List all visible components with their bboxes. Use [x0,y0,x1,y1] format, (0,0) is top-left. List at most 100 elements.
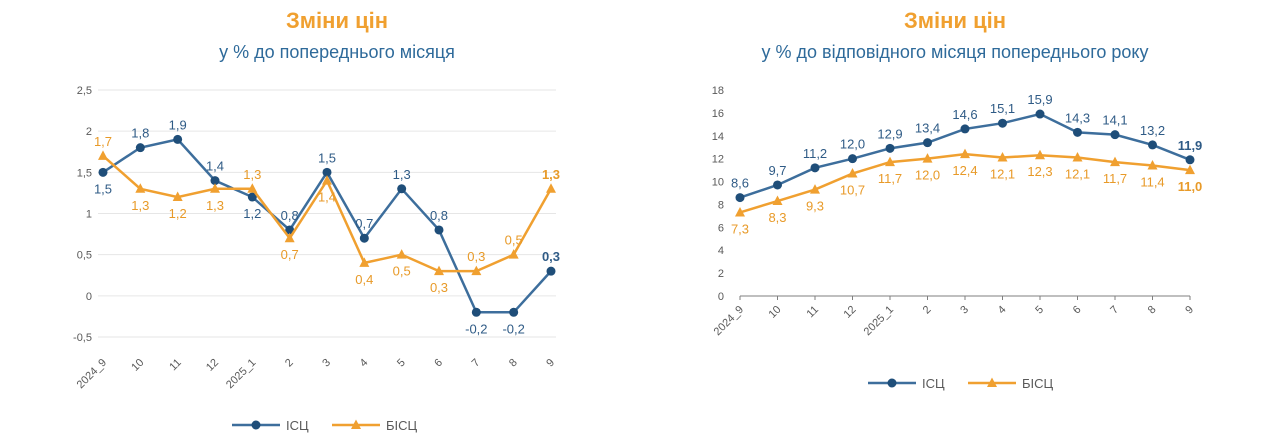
data-point [1148,140,1157,150]
data-label: 7,3 [731,221,749,236]
legend-label: БІСЦ [386,418,418,433]
series-ІСЦ: 1,5 1,8 1,9 1,4 1,2 0,8 1,5 0,7 1,3 0,8 -0,2 -0,2 0,… [94,117,560,336]
data-label: 12,1 [990,167,1015,182]
legend-item-ІСЦ[interactable]: ІСЦ [868,376,945,391]
data-label: 0,8 [281,208,299,223]
data-label: 14,1 [1102,113,1127,128]
data-point [359,233,369,243]
data-label: 1,9 [169,117,187,132]
data-label: 8,6 [731,176,749,191]
x-tick-label: 10 [129,357,146,374]
x-tick-label: 8 [507,357,520,370]
data-point [135,143,145,153]
data-point [172,191,183,202]
chart-subtitle: у % до попереднього місяця [219,42,455,62]
data-point [210,183,220,193]
x-tick-label: 2024_9 [712,304,746,338]
data-point [1072,152,1083,162]
x-tick-label: 2 [283,357,296,370]
data-label: 0,3 [542,249,560,264]
data-label: 12,0 [840,137,865,152]
triangle-marker-icon [351,419,361,429]
data-label: 1,8 [131,126,149,141]
data-point [1185,155,1195,165]
data-label: 13,2 [1140,123,1165,138]
data-label: 0,7 [355,216,373,231]
y-tick-label: 6 [718,222,724,234]
chart-1: Зміни цін у % до відповідного місяця попе… [712,8,1203,391]
data-point [247,192,257,202]
data-point [285,225,295,235]
x-tick-label: 6 [1071,304,1084,317]
y-tick-label: 10 [712,177,724,189]
chart-0: Зміни цін у % до попереднього місяця -0,5 0… [73,8,560,433]
data-label: 1,7 [94,134,112,149]
data-point [848,154,857,164]
data-point [1110,130,1120,140]
data-label: 0,3 [430,280,448,295]
data-label: 1,3 [131,198,149,213]
y-tick-label: 0,5 [77,250,92,262]
x-tick-label: 7 [470,357,483,370]
data-label: 1,3 [393,167,411,182]
data-label: -0,2 [502,321,524,336]
data-point [322,175,332,185]
data-point [923,138,932,148]
y-tick-label: 8 [718,199,724,211]
series-БІСЦ: 1,7 1,3 1,2 1,3 1,3 0,7 1,4 0,4 0,5 0,3 0,3 0,5 1,3 [94,134,560,295]
legend-label: ІСЦ [286,418,309,433]
data-label: 0,8 [430,208,448,223]
data-label: 10,7 [840,183,865,198]
y-tick-label: 12 [712,154,724,166]
data-point [772,195,783,206]
data-point [1110,156,1120,167]
data-point [98,167,108,177]
data-point [960,124,970,134]
x-tick-label: 5 [395,357,408,370]
data-point [546,266,556,276]
data-point [471,307,481,317]
data-label: 13,4 [915,121,940,136]
x-tick-label: 12 [204,357,221,374]
triangle-marker-icon [987,377,997,387]
data-point [997,152,1008,162]
y-tick-label: 14 [712,131,724,143]
x-tick-label: 2025_1 [862,304,896,338]
data-label: 12,0 [915,168,940,183]
legend-item-БІСЦ[interactable]: БІСЦ [968,376,1054,391]
data-point [922,153,933,163]
data-label: 11,4 [1140,175,1164,190]
x-tick-label: 4 [358,357,371,370]
data-point [960,148,970,159]
data-point [396,249,407,259]
data-label: 1,3 [243,167,261,182]
x-tick-label: 2024_9 [75,357,109,391]
data-point [434,265,444,276]
x-tick-label: 11 [167,357,184,374]
data-point [1035,149,1045,160]
legend-item-ІСЦ[interactable]: ІСЦ [232,418,309,433]
x-tick-label: 5 [1033,304,1046,317]
data-point [998,118,1007,128]
data-point [1185,164,1195,175]
legend-label: ІСЦ [922,376,945,391]
y-tick-label: -0,5 [73,332,92,344]
data-label: 14,6 [952,107,977,122]
data-label: 0,5 [393,264,411,279]
data-point [735,193,745,203]
x-tick-label: 12 [841,304,858,321]
y-tick-label: 2 [86,126,92,138]
legend-item-БІСЦ[interactable]: БІСЦ [332,418,418,433]
data-label: 1,5 [94,181,112,196]
data-label: 8,3 [768,210,786,225]
x-tick-label: 9 [1183,304,1196,317]
data-label: 12,3 [1027,164,1052,179]
y-tick-label: 0 [86,291,92,303]
data-label: 12,1 [1065,167,1090,182]
data-point [284,232,295,243]
x-tick-label: 7 [1108,304,1121,317]
data-label: 11,2 [803,146,827,161]
data-point [735,206,745,217]
data-label: 9,3 [806,199,824,214]
y-tick-label: 0 [718,291,724,303]
